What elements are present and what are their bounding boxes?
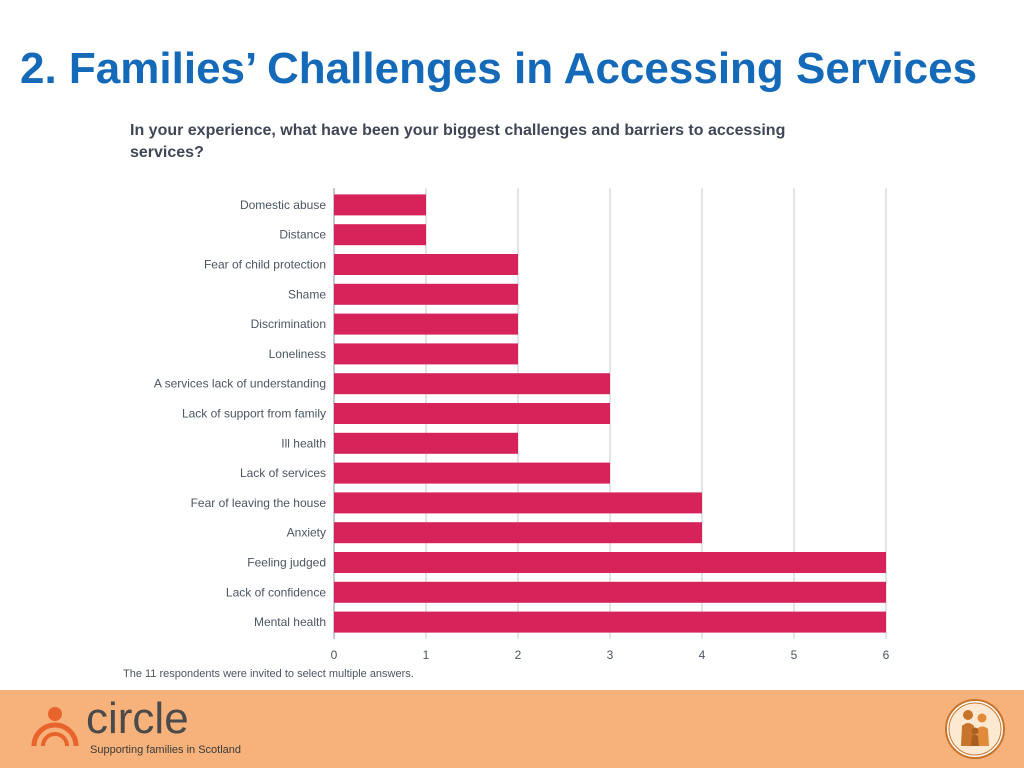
bar bbox=[334, 283, 518, 305]
category-label: Shame bbox=[288, 287, 326, 301]
bar bbox=[334, 403, 610, 424]
bar bbox=[334, 313, 518, 335]
bar bbox=[334, 552, 886, 573]
bar bbox=[334, 462, 610, 484]
bar bbox=[334, 254, 518, 275]
category-label: Fear of child protection bbox=[204, 258, 326, 272]
bar bbox=[334, 373, 610, 395]
category-label: Discrimination bbox=[251, 317, 326, 331]
category-label: Anxiety bbox=[287, 526, 326, 540]
bar bbox=[334, 194, 426, 216]
x-tick-label: 5 bbox=[791, 648, 798, 662]
x-tick-label: 4 bbox=[699, 648, 706, 662]
footer-band bbox=[0, 690, 1024, 768]
bar bbox=[334, 581, 886, 603]
category-label: A services lack of understanding bbox=[154, 377, 326, 391]
bar bbox=[334, 432, 518, 454]
bar bbox=[334, 611, 886, 633]
category-label: Lack of services bbox=[240, 466, 326, 480]
category-label-layer: Domestic abuse Distance Fear of child prot… bbox=[154, 198, 326, 629]
x-tick-label: 2 bbox=[515, 648, 522, 662]
x-tick-label: 0 bbox=[331, 648, 338, 662]
category-label: Feeling judged bbox=[247, 556, 326, 570]
category-label: Ill health bbox=[281, 436, 326, 450]
bar-layer bbox=[334, 194, 886, 633]
category-label: Lack of confidence bbox=[226, 585, 326, 599]
logo-tagline: Supporting families in Scotland bbox=[90, 744, 242, 756]
x-tick-layer: 0 1 2 3 4 5 6 bbox=[331, 648, 890, 662]
x-tick-label: 6 bbox=[883, 648, 890, 662]
chart-title: In your experience, what have been your … bbox=[130, 122, 786, 161]
slide-title: 2. Families’ Challenges in Accessing Ser… bbox=[20, 44, 978, 93]
bar bbox=[334, 224, 426, 246]
bar-chart: Domestic abuse Distance Fear of child prot… bbox=[154, 188, 890, 662]
x-tick-label: 3 bbox=[607, 648, 614, 662]
category-label: Domestic abuse bbox=[240, 198, 326, 212]
category-label: Distance bbox=[279, 228, 326, 242]
category-label: Lack of support from family bbox=[182, 407, 326, 421]
logo-wordmark: circle bbox=[86, 694, 189, 743]
bar bbox=[334, 492, 702, 514]
circle-logo-mark-icon bbox=[31, 707, 79, 747]
bar bbox=[334, 522, 702, 544]
chart-footnote: The 11 respondents were invited to selec… bbox=[123, 668, 414, 680]
category-label: Fear of leaving the house bbox=[191, 496, 327, 510]
category-label: Mental health bbox=[254, 615, 326, 629]
category-label: Loneliness bbox=[269, 347, 326, 361]
x-tick-label: 1 bbox=[423, 648, 430, 662]
family-seal-icon bbox=[945, 699, 1005, 759]
circle-logo: circle Supporting families in Scotland bbox=[28, 694, 278, 762]
bar bbox=[334, 343, 518, 365]
